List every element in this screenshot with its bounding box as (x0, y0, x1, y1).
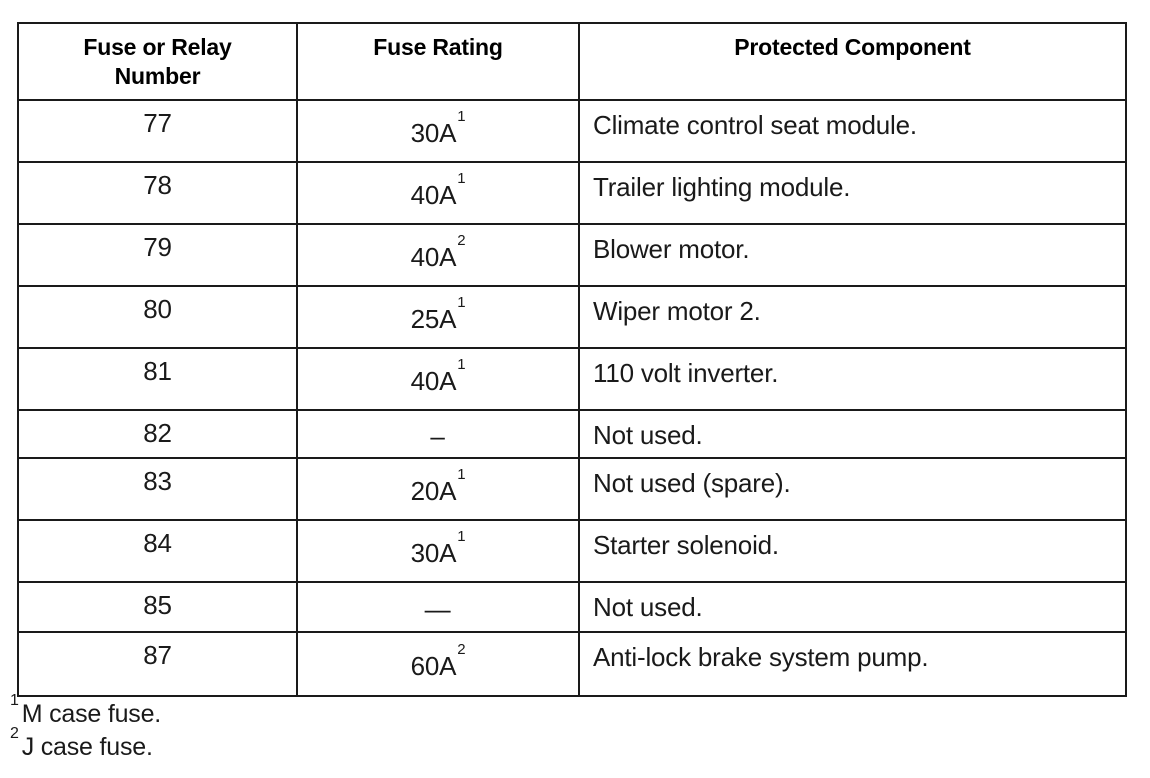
fuse-number-cell: 87 (17, 631, 298, 697)
fuse-rating-value: 25A (410, 304, 457, 334)
fuse-rating-cell: 40A1 (296, 161, 580, 225)
fuse-rating-cell: 25A1 (296, 285, 580, 349)
fuse-rating-cell: 40A1 (296, 347, 580, 411)
table-row: 84 30A1 Starter solenoid. (17, 519, 1127, 583)
fuse-number-cell: 84 (17, 519, 298, 583)
footnote-ref: 2 (457, 641, 466, 659)
protected-component-cell: Starter solenoid. (578, 519, 1127, 583)
fuse-rating-cell: – (296, 409, 580, 459)
fuse-rating-cell: 40A2 (296, 223, 580, 287)
fuse-rating-cell: 60A2 (296, 631, 580, 697)
footnote-1-text: M case fuse. (21, 700, 162, 728)
fuse-number-cell: 78 (17, 161, 298, 225)
protected-component-cell: Trailer lighting module. (578, 161, 1127, 225)
table-row: 78 40A1 Trailer lighting module. (17, 161, 1127, 225)
fuse-rating-value: 60A (410, 651, 457, 681)
fuse-rating-cell: 20A1 (296, 457, 580, 521)
footnote-ref: 1 (457, 170, 466, 188)
footnote-ref: 2 (457, 232, 466, 250)
table-row: 83 20A1 Not used (spare). (17, 457, 1127, 521)
fuse-number-cell: 82 (17, 409, 298, 459)
footnote-ref: 1 (457, 356, 466, 374)
table-row: 82 – Not used. (17, 409, 1127, 459)
col-header-protected-component-label: Protected Component (734, 34, 971, 60)
table-row: 85 — Not used. (17, 581, 1127, 633)
fuse-rating-cell: 30A1 (296, 99, 580, 163)
protected-component-cell: Blower motor. (578, 223, 1127, 287)
fuse-number-cell: 83 (17, 457, 298, 521)
protected-component-cell: Not used (spare). (578, 457, 1127, 521)
fuse-number-cell: 85 (17, 581, 298, 633)
table-row: 80 25A1 Wiper motor 2. (17, 285, 1127, 349)
fuse-rating-value: 40A (410, 366, 457, 396)
col-header-fuse-rating-label: Fuse Rating (373, 34, 503, 60)
fuse-rating-value: 40A (410, 180, 457, 210)
col-header-fuse-number: Fuse or Relay Number (17, 22, 298, 101)
col-header-protected-component: Protected Component (578, 22, 1127, 101)
protected-component-cell: Anti-lock brake system pump. (578, 631, 1127, 697)
footnote-2-text: J case fuse. (21, 733, 153, 761)
fuse-rating-value: — (424, 594, 451, 624)
fuse-rating-value: 30A (410, 118, 457, 148)
fuse-number-cell: 81 (17, 347, 298, 411)
footnote-ref: 1 (457, 466, 466, 484)
protected-component-cell: 110 volt inverter. (578, 347, 1127, 411)
fuse-number-cell: 79 (17, 223, 298, 287)
footnote-ref: 1 (457, 294, 466, 312)
fuse-number-cell: 80 (17, 285, 298, 349)
fuse-rating-cell: — (296, 581, 580, 633)
protected-component-cell: Not used. (578, 581, 1127, 633)
protected-component-cell: Climate control seat module. (578, 99, 1127, 163)
fuse-rating-value: – (430, 421, 445, 451)
table-row: 77 30A1 Climate control seat module. (17, 99, 1127, 163)
footnote-2-marker: 2 (10, 724, 19, 742)
fuse-number-cell: 77 (17, 99, 298, 163)
table-row: 87 60A2 Anti-lock brake system pump. (17, 631, 1127, 697)
table-row: 81 40A1 110 volt inverter. (17, 347, 1127, 411)
fuse-rating-cell: 30A1 (296, 519, 580, 583)
table-header-row: Fuse or Relay Number Fuse Rating Protect… (17, 22, 1127, 101)
fuse-relay-table: Fuse or Relay Number Fuse Rating Protect… (17, 22, 1127, 697)
fuse-rating-value: 20A (410, 476, 457, 506)
fuse-rating-value: 40A (410, 242, 457, 272)
footnote-ref: 1 (457, 528, 466, 546)
protected-component-cell: Wiper motor 2. (578, 285, 1127, 349)
protected-component-cell: Not used. (578, 409, 1127, 459)
table-row: 79 40A2 Blower motor. (17, 223, 1127, 287)
col-header-fuse-number-label: Fuse or Relay Number (83, 34, 232, 89)
footnote-ref: 1 (457, 108, 466, 126)
col-header-fuse-rating: Fuse Rating (296, 22, 580, 101)
footnote-1-marker: 1 (10, 691, 19, 709)
fuse-rating-value: 30A (410, 538, 457, 568)
